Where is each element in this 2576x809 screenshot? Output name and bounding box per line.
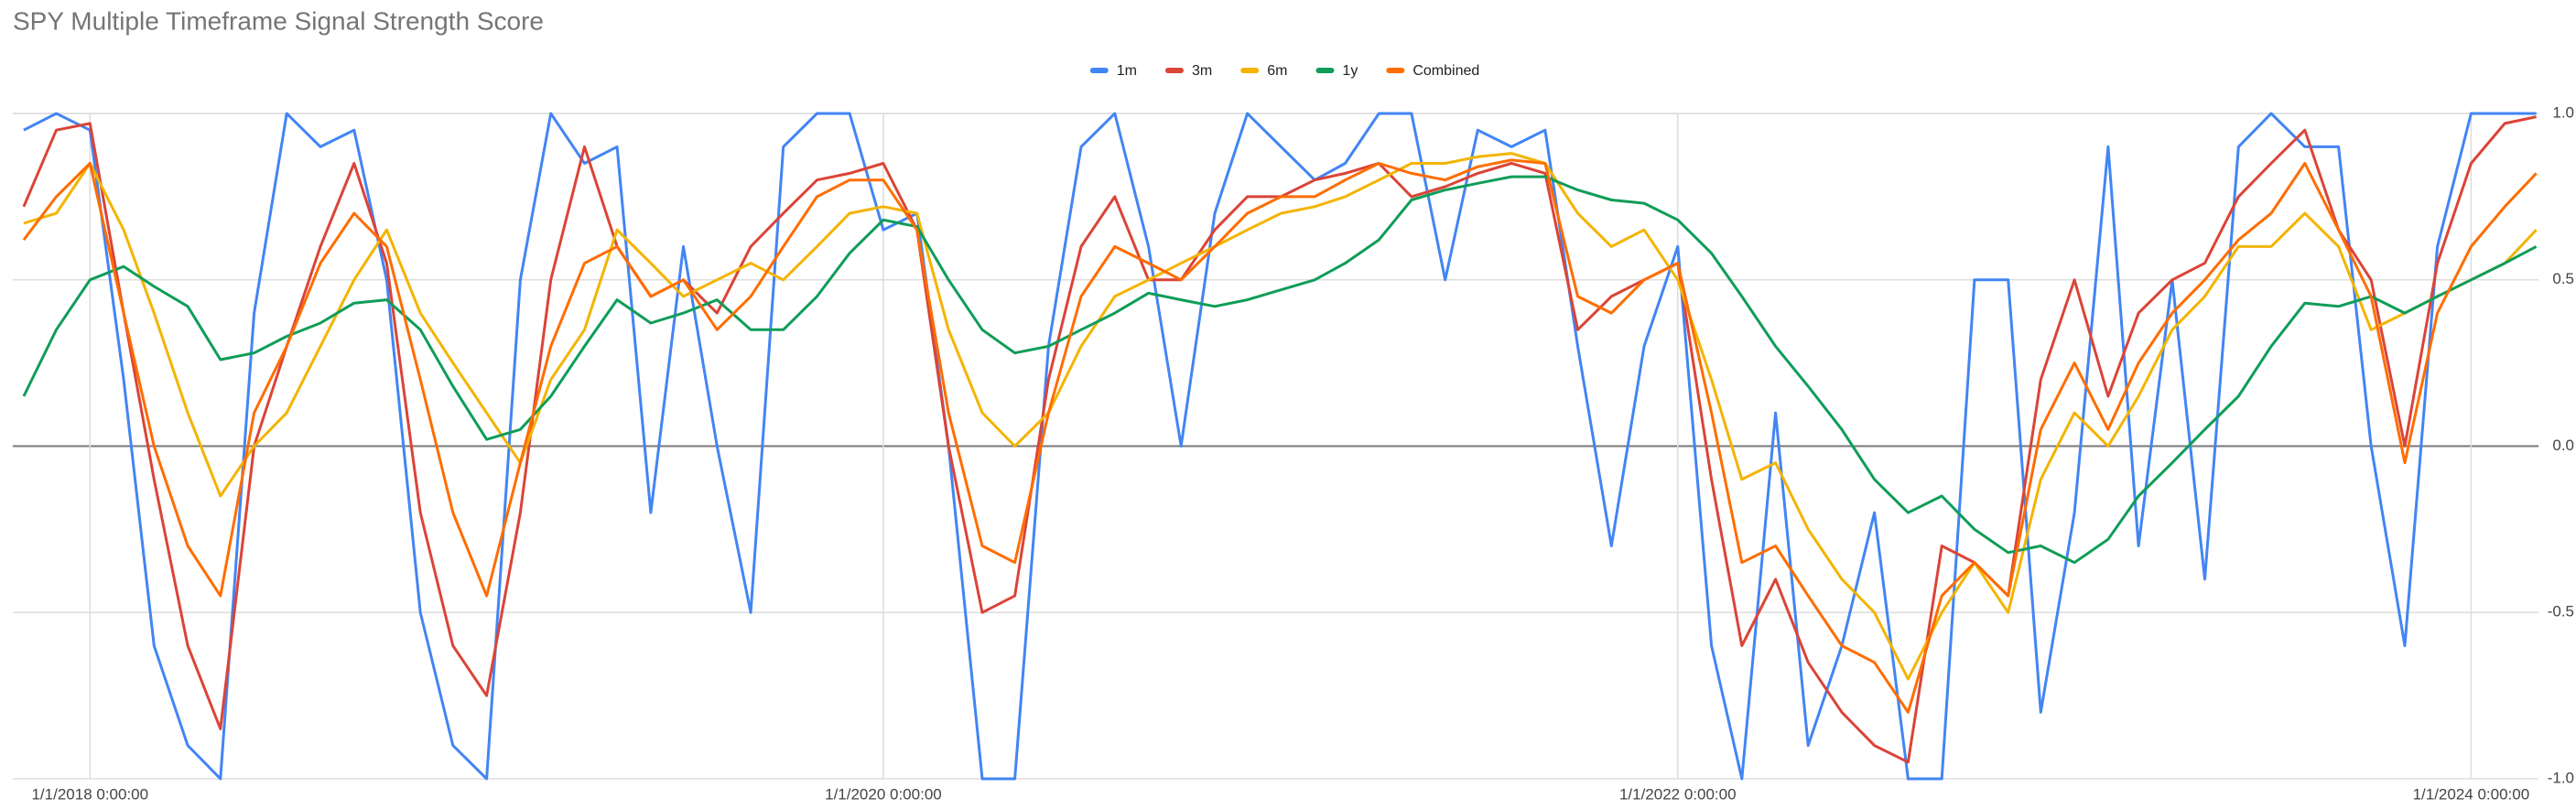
series-line bbox=[23, 112, 2537, 781]
series-line bbox=[22, 175, 2538, 565]
chart-title: SPY Multiple Timeframe Signal Strength S… bbox=[13, 6, 544, 35]
series-line bbox=[22, 158, 2538, 714]
legend-label: 3m bbox=[1192, 63, 1212, 79]
y-tick-label: -0.5 bbox=[2548, 603, 2574, 620]
grid bbox=[13, 113, 2538, 780]
y-tick-label: -1.0 bbox=[2548, 769, 2574, 786]
y-tick-label: 1.0 bbox=[2552, 103, 2574, 121]
y-tick-label: 0.5 bbox=[2552, 270, 2574, 287]
legend: 1m 3m 6m 1y Combined bbox=[1089, 63, 1479, 79]
series-line bbox=[23, 152, 2538, 681]
y-tick-label: 0.0 bbox=[2552, 437, 2574, 454]
legend-label: 1m bbox=[1117, 63, 1137, 79]
x-tick-label: 1/1/2020 0:00:00 bbox=[825, 785, 942, 803]
x-tick-label: 1/1/2024 0:00:00 bbox=[2413, 785, 2530, 803]
legend-label: Combined bbox=[1412, 63, 1479, 79]
x-tick-label: 1/1/2022 0:00:00 bbox=[1619, 785, 1737, 803]
legend-label: 1y bbox=[1342, 63, 1358, 79]
legend-label: 6m bbox=[1267, 63, 1287, 79]
x-tick-label: 1/1/2018 0:00:00 bbox=[31, 785, 148, 803]
